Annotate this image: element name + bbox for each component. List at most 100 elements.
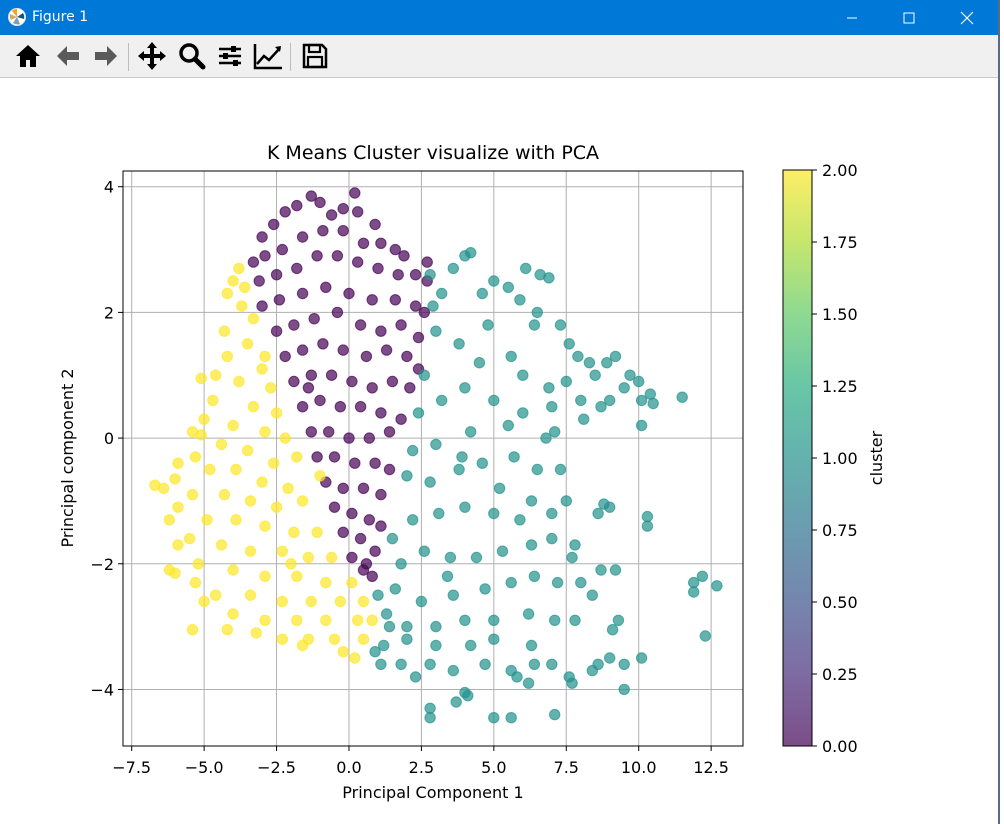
cluster-2-point xyxy=(210,589,222,601)
cluster-0-point xyxy=(325,209,338,221)
cluster-1-point xyxy=(441,570,454,582)
cluster-0-point xyxy=(375,237,387,250)
cluster-1-point xyxy=(520,262,532,275)
cluster-1-point xyxy=(436,287,448,300)
cluster-2-point xyxy=(311,526,323,538)
edit-axis-button[interactable] xyxy=(252,40,284,72)
cluster-2-point xyxy=(291,570,303,582)
colorbar-tick-label: 1.50 xyxy=(822,305,858,324)
magnifier-icon xyxy=(179,43,206,70)
x-tick-label: 7.5 xyxy=(554,758,579,777)
cluster-1-point xyxy=(369,646,381,658)
plot-frame xyxy=(122,170,744,747)
cluster-0-point xyxy=(421,256,433,268)
cluster-2-point xyxy=(218,325,231,337)
cluster-2-point xyxy=(291,614,303,626)
cluster-0-point xyxy=(418,306,430,319)
cluster-1-point xyxy=(540,432,552,444)
cluster-0-point xyxy=(268,218,280,231)
cluster-1-point xyxy=(560,375,572,388)
cluster-1-point xyxy=(444,551,457,564)
close-button[interactable] xyxy=(938,0,996,35)
cluster-0-point xyxy=(296,231,309,243)
back-button[interactable] xyxy=(52,40,84,72)
forward-button[interactable] xyxy=(90,40,122,72)
cluster-0-point xyxy=(409,300,422,312)
cluster-1-point xyxy=(528,570,541,582)
cluster-0-point xyxy=(366,382,378,394)
cluster-1-point xyxy=(418,545,430,557)
cluster-0-point xyxy=(395,319,407,331)
cluster-0-point xyxy=(305,426,317,438)
cluster-2-point xyxy=(204,463,216,476)
cluster-2-point xyxy=(337,646,349,658)
x-tick-label: 0.0 xyxy=(336,758,361,777)
cluster-1-point xyxy=(424,658,436,670)
cluster-0-point xyxy=(352,256,364,268)
cluster-1-point xyxy=(383,620,396,633)
cluster-0-point xyxy=(314,196,326,209)
minimize-button[interactable] xyxy=(823,0,881,35)
cluster-0-point xyxy=(302,382,315,394)
maximize-button[interactable] xyxy=(880,0,938,35)
cluster-1-point xyxy=(635,419,648,432)
cluster-2-point xyxy=(349,652,361,664)
cluster-0-point xyxy=(343,432,355,444)
cluster-1-point xyxy=(575,576,587,589)
cluster-0-point xyxy=(383,426,396,438)
cluster-1-point xyxy=(569,614,581,626)
cluster-1-point xyxy=(635,394,648,407)
configure-subplots-button[interactable] xyxy=(214,40,246,72)
cluster-1-point xyxy=(447,589,459,601)
cluster-2-point xyxy=(163,514,176,526)
cluster-1-point xyxy=(517,369,529,381)
cluster-2-point xyxy=(314,470,326,482)
cluster-2-point xyxy=(244,495,257,507)
cluster-0-point xyxy=(352,206,364,218)
cluster-0-point xyxy=(357,564,370,576)
cluster-1-point xyxy=(424,712,436,724)
zoom-button[interactable] xyxy=(176,40,208,72)
cluster-1-point xyxy=(696,570,709,582)
cluster-2-point xyxy=(215,539,228,551)
cluster-0-point xyxy=(296,344,309,356)
cluster-1-point xyxy=(711,580,723,592)
cluster-2-point xyxy=(256,363,268,375)
cluster-0-point xyxy=(256,300,268,312)
y-tick-label: −2 xyxy=(90,555,114,574)
cluster-1-point xyxy=(412,407,425,419)
cluster-1-point xyxy=(476,287,488,300)
cluster-2-point xyxy=(259,570,271,582)
cluster-1-point xyxy=(378,639,390,652)
cluster-0-point xyxy=(279,350,291,363)
cluster-0-point xyxy=(305,369,317,381)
cluster-0-point xyxy=(369,218,381,231)
cluster-1-point xyxy=(517,407,529,419)
cluster-1-point xyxy=(430,639,442,652)
home-button[interactable] xyxy=(12,40,44,72)
cluster-2-point xyxy=(270,407,283,419)
cluster-1-point xyxy=(560,495,572,507)
x-tick-label: 2.5 xyxy=(409,758,434,777)
cluster-1-point xyxy=(465,426,477,438)
cluster-1-point xyxy=(575,394,587,407)
pan-button[interactable] xyxy=(136,40,168,72)
cluster-1-point xyxy=(572,350,584,363)
cluster-0-point xyxy=(296,287,309,300)
cluster-1-point xyxy=(624,369,636,381)
cluster-1-point xyxy=(505,712,517,724)
home-icon xyxy=(16,45,40,67)
cluster-2-point xyxy=(227,419,239,432)
cluster-1-point xyxy=(633,375,645,388)
save-button[interactable] xyxy=(299,40,331,72)
grid-lines xyxy=(123,171,743,746)
cluster-1-point xyxy=(551,576,564,589)
cluster-1-point xyxy=(618,658,630,670)
cluster-0-point xyxy=(253,275,265,287)
cluster-0-point xyxy=(357,237,370,250)
cluster-0-points xyxy=(247,187,433,582)
cluster-0-point xyxy=(369,545,381,557)
cluster-1-point xyxy=(641,520,654,532)
cluster-1-point xyxy=(401,470,413,482)
